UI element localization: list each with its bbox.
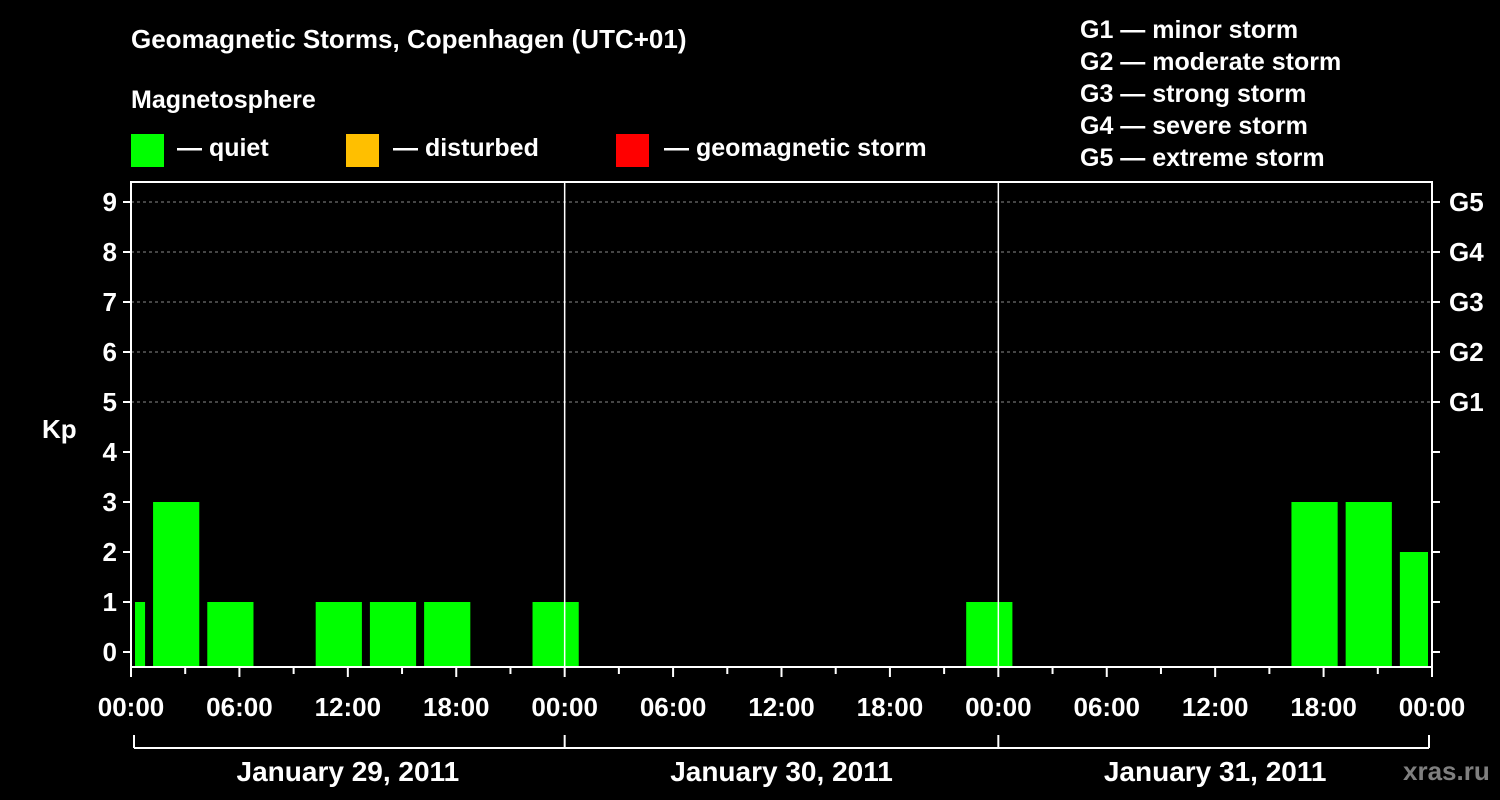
date-label: January 31, 2011 <box>1104 756 1327 787</box>
y-tick-label: 6 <box>103 337 117 367</box>
y-tick-label: 5 <box>103 387 117 417</box>
x-tick-label: 18:00 <box>1290 692 1357 722</box>
right-axis-label-g3: G3 <box>1449 287 1484 317</box>
storm-level-legend: G1 — minor storm G2 — moderate storm G3 … <box>1080 14 1341 174</box>
y-tick-label: 9 <box>103 187 117 217</box>
kp-bar-7 <box>966 602 1013 667</box>
x-tick-label: 00:00 <box>98 692 165 722</box>
storm-legend-g1: G1 — minor storm <box>1080 16 1299 44</box>
legend-swatch-storm <box>616 134 649 167</box>
x-tick-label: 12:00 <box>315 692 382 722</box>
right-axis-label-g5: G5 <box>1449 187 1484 217</box>
x-tick-label: 00:00 <box>1399 692 1466 722</box>
right-axis-label-g1: G1 <box>1449 387 1484 417</box>
legend-swatch-disturbed <box>346 134 379 167</box>
date-label: January 30, 2011 <box>670 756 893 787</box>
x-tick-label: 06:00 <box>206 692 273 722</box>
kp-bar-5 <box>424 602 471 667</box>
storm-legend-g3: G3 — strong storm <box>1080 80 1307 108</box>
storm-legend-g5: G5 — extreme storm <box>1080 144 1325 172</box>
watermark: xras.ru <box>1403 756 1490 786</box>
legend-label-storm: — geomagnetic storm <box>664 134 927 162</box>
kp-bar-3 <box>315 602 362 667</box>
legend-label-quiet: — quiet <box>177 134 269 162</box>
kp-bar-8 <box>1291 502 1338 667</box>
chart-title: Geomagnetic Storms, Copenhagen (UTC+01) <box>131 24 687 54</box>
kp-bar-2 <box>207 602 254 667</box>
y-tick-label: 0 <box>103 637 117 667</box>
x-tick-label: 18:00 <box>857 692 924 722</box>
y-tick-label: 7 <box>103 287 117 317</box>
x-tick-label: 00:00 <box>965 692 1032 722</box>
storm-legend-g4: G4 — severe storm <box>1080 112 1308 140</box>
kp-bar-6 <box>532 602 579 667</box>
x-tick-label: 00:00 <box>531 692 598 722</box>
y-axis-label: Kp <box>42 414 77 444</box>
x-tick-label: 12:00 <box>748 692 815 722</box>
kp-bar-0 <box>135 602 146 667</box>
y-tick-label: 8 <box>103 237 117 267</box>
x-tick-label: 18:00 <box>423 692 490 722</box>
y-tick-label: 1 <box>103 587 117 617</box>
legend-label-disturbed: — disturbed <box>393 134 539 162</box>
kp-bar-10 <box>1399 552 1428 667</box>
y-tick-label: 4 <box>103 437 118 467</box>
legend-swatch-quiet <box>131 134 164 167</box>
kp-bar-4 <box>369 602 417 667</box>
right-axis-label-g2: G2 <box>1449 337 1484 367</box>
x-tick-label: 12:00 <box>1182 692 1249 722</box>
kp-bar-1 <box>153 502 200 667</box>
storm-legend-g2: G2 — moderate storm <box>1080 48 1342 76</box>
x-tick-label: 06:00 <box>1074 692 1141 722</box>
date-label: January 29, 2011 <box>237 756 460 787</box>
right-axis-label-g4: G4 <box>1449 237 1484 267</box>
magnetosphere-title: Magnetosphere <box>131 86 316 114</box>
y-tick-label: 2 <box>103 537 117 567</box>
plot-frame <box>130 181 1433 668</box>
y-tick-label: 3 <box>103 487 117 517</box>
kp-bar-9 <box>1345 502 1392 667</box>
x-tick-label: 06:00 <box>640 692 707 722</box>
